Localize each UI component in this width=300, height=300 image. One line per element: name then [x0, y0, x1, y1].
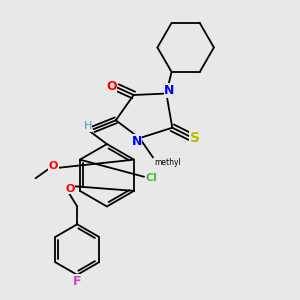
- Text: F: F: [73, 275, 81, 288]
- Text: O: O: [106, 80, 117, 93]
- Text: S: S: [190, 131, 200, 145]
- Text: N: N: [131, 135, 142, 148]
- Text: N: N: [164, 84, 175, 97]
- Text: methyl: methyl: [154, 158, 181, 167]
- Text: H: H: [83, 121, 92, 131]
- Text: O: O: [49, 161, 58, 171]
- Text: Cl: Cl: [146, 173, 158, 183]
- Text: O: O: [65, 184, 74, 194]
